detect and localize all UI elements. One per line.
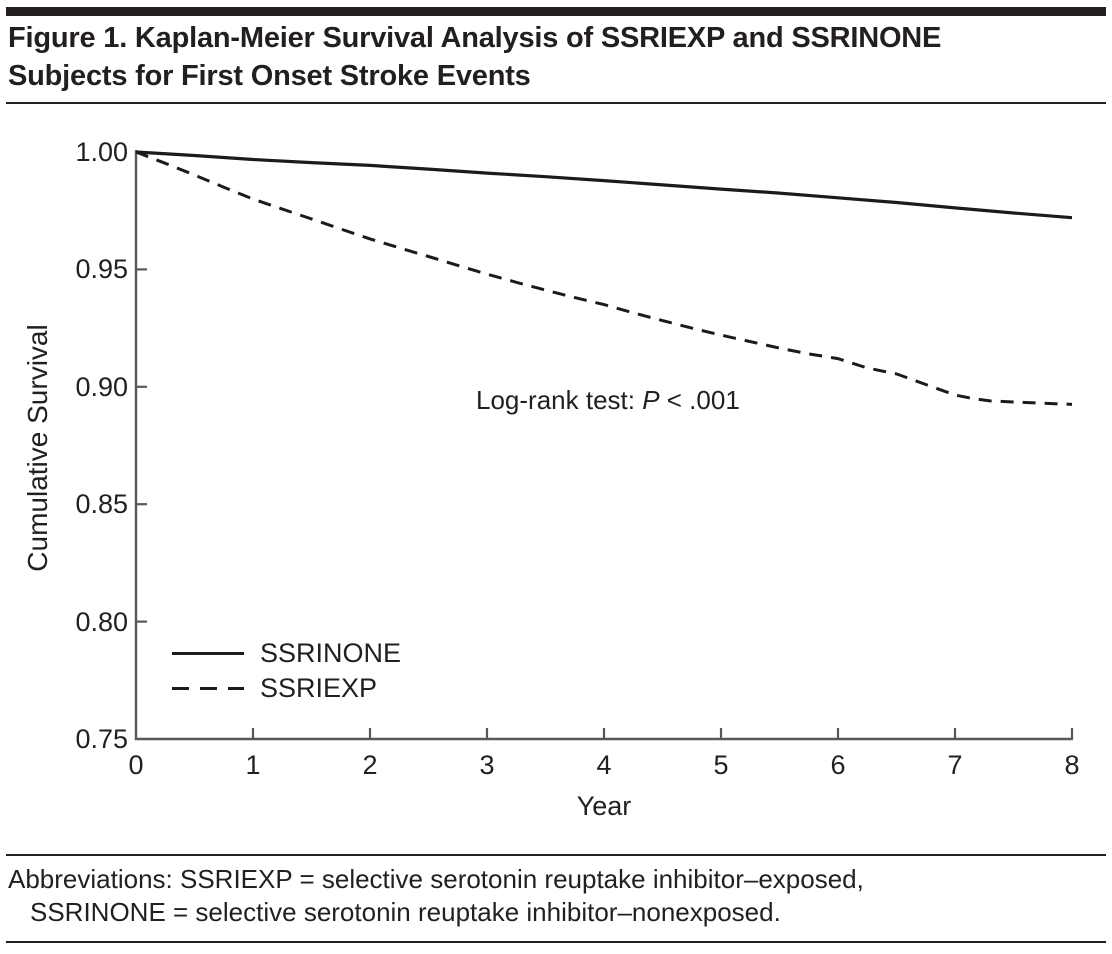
legend-solid-line-swatch <box>172 651 244 655</box>
series-line-ssrinone <box>135 150 1073 220</box>
x-tick-label: 0 <box>128 750 144 780</box>
y-tick-label: 0.90 <box>75 371 128 402</box>
x-tick-label: 3 <box>479 750 495 780</box>
x-tick-label: 6 <box>830 750 846 780</box>
figure-title: Figure 1. Kaplan-Meier Survival Analysis… <box>8 19 941 95</box>
title-divider-rule <box>6 102 1106 104</box>
y-axis-title: Cumulative Survival <box>22 324 53 572</box>
x-tick-label: 7 <box>947 750 963 780</box>
x-tick-label: 1 <box>245 750 261 780</box>
annotation-p-italic: P <box>642 385 660 415</box>
x-axis-title: Year <box>576 791 632 821</box>
footnote-bottom-rule <box>6 941 1106 943</box>
series-line-ssriexp <box>135 150 1073 406</box>
annotation-suffix: < .001 <box>659 385 740 415</box>
abbreviations-footnote: Abbreviations: SSRIEXP = selective serot… <box>8 863 864 929</box>
legend-label-ssriexp: SSRIEXP <box>260 672 378 703</box>
legend-label-ssrinone: SSRINONE <box>260 637 402 668</box>
legend-dashed-line-swatch <box>172 686 244 690</box>
x-tick-label: 5 <box>713 750 729 780</box>
top-rule <box>6 7 1106 16</box>
legend-item-ssrinone: SSRINONE <box>172 637 401 669</box>
figure-title-line2: Subjects for First Onset Stroke Events <box>8 60 531 92</box>
axis-lines <box>134 150 1073 741</box>
y-tick-label: 1.00 <box>75 137 128 167</box>
legend-item-ssriexp: SSRIEXP <box>172 672 377 704</box>
x-tick-label: 4 <box>596 750 612 780</box>
y-tick-label: 0.75 <box>75 724 128 754</box>
figure-title-line1: Figure 1. Kaplan-Meier Survival Analysis… <box>8 22 942 54</box>
annotation-prefix: Log-rank test: <box>476 385 643 415</box>
y-tick-label: 0.95 <box>75 254 128 285</box>
y-tick-label: 0.80 <box>75 606 128 637</box>
y-tick-label: 0.85 <box>75 489 128 520</box>
footnote-top-rule <box>6 854 1106 856</box>
footnote-line2: SSRINONE = selective serotonin reuptake … <box>30 897 781 927</box>
x-tick-label: 2 <box>362 750 378 780</box>
x-tick-label: 8 <box>1064 750 1080 780</box>
log-rank-annotation: Log-rank test: P < .001 <box>476 385 740 416</box>
footnote-line1: Abbreviations: SSRIEXP = selective serot… <box>8 864 864 894</box>
